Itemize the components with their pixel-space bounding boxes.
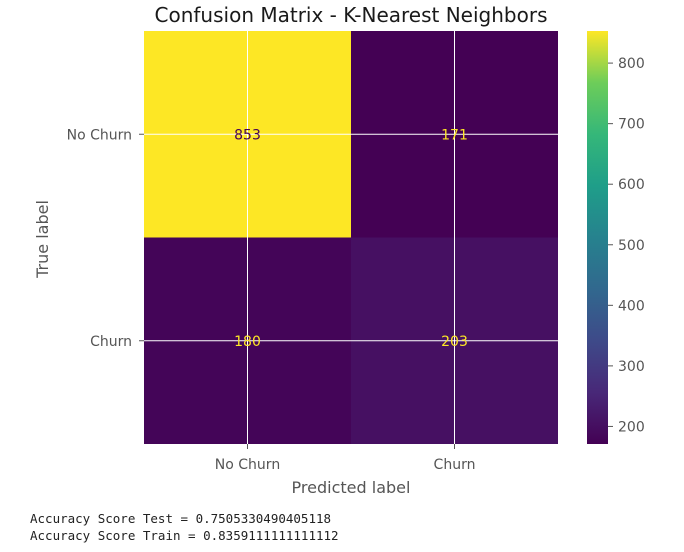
colorbar-tick-label-3: 500 [618, 238, 645, 254]
accuracy-test-output: Accuracy Score Test = 0.7505330490405118 [30, 511, 332, 526]
heatmap-cells [144, 31, 558, 444]
cell-value-0-1: 171 [441, 127, 468, 143]
colorbar [587, 31, 608, 444]
colorbar-tick-label-2: 400 [618, 298, 645, 314]
chart-title: Confusion Matrix - K-Nearest Neighbors [155, 3, 548, 27]
colorbar-tick-label-1: 300 [618, 359, 645, 375]
x-tick-label-0: No Churn [215, 457, 280, 473]
colorbar-ticks: 200 300 400 500 600 700 800 [608, 56, 645, 435]
accuracy-train-output: Accuracy Score Train = 0.835911111111111… [30, 528, 339, 543]
cell-value-1-1: 203 [441, 334, 468, 350]
cell-value-labels: 853 171 180 203 [234, 127, 468, 350]
cell-value-0-0: 853 [234, 127, 261, 143]
colorbar-tick-label-4: 600 [618, 177, 645, 193]
cell-value-1-0: 180 [234, 334, 261, 350]
y-tick-label-0: No Churn [67, 127, 132, 143]
colorbar-tick-label-6: 800 [618, 56, 645, 72]
x-tick-label-1: Churn [434, 457, 476, 473]
colorbar-tick-label-0: 200 [618, 419, 645, 435]
confusion-matrix-chart: Confusion Matrix - K-Nearest Neighbors 8… [33, 3, 645, 497]
y-tick-label-1: Churn [90, 334, 132, 350]
x-axis-label: Predicted label [292, 478, 411, 497]
x-axis-ticks: No Churn Churn [215, 444, 476, 473]
y-axis-label: True label [33, 200, 52, 279]
grid-lines [144, 31, 558, 444]
colorbar-tick-label-5: 700 [618, 117, 645, 133]
y-axis-ticks: No Churn Churn [67, 127, 144, 350]
